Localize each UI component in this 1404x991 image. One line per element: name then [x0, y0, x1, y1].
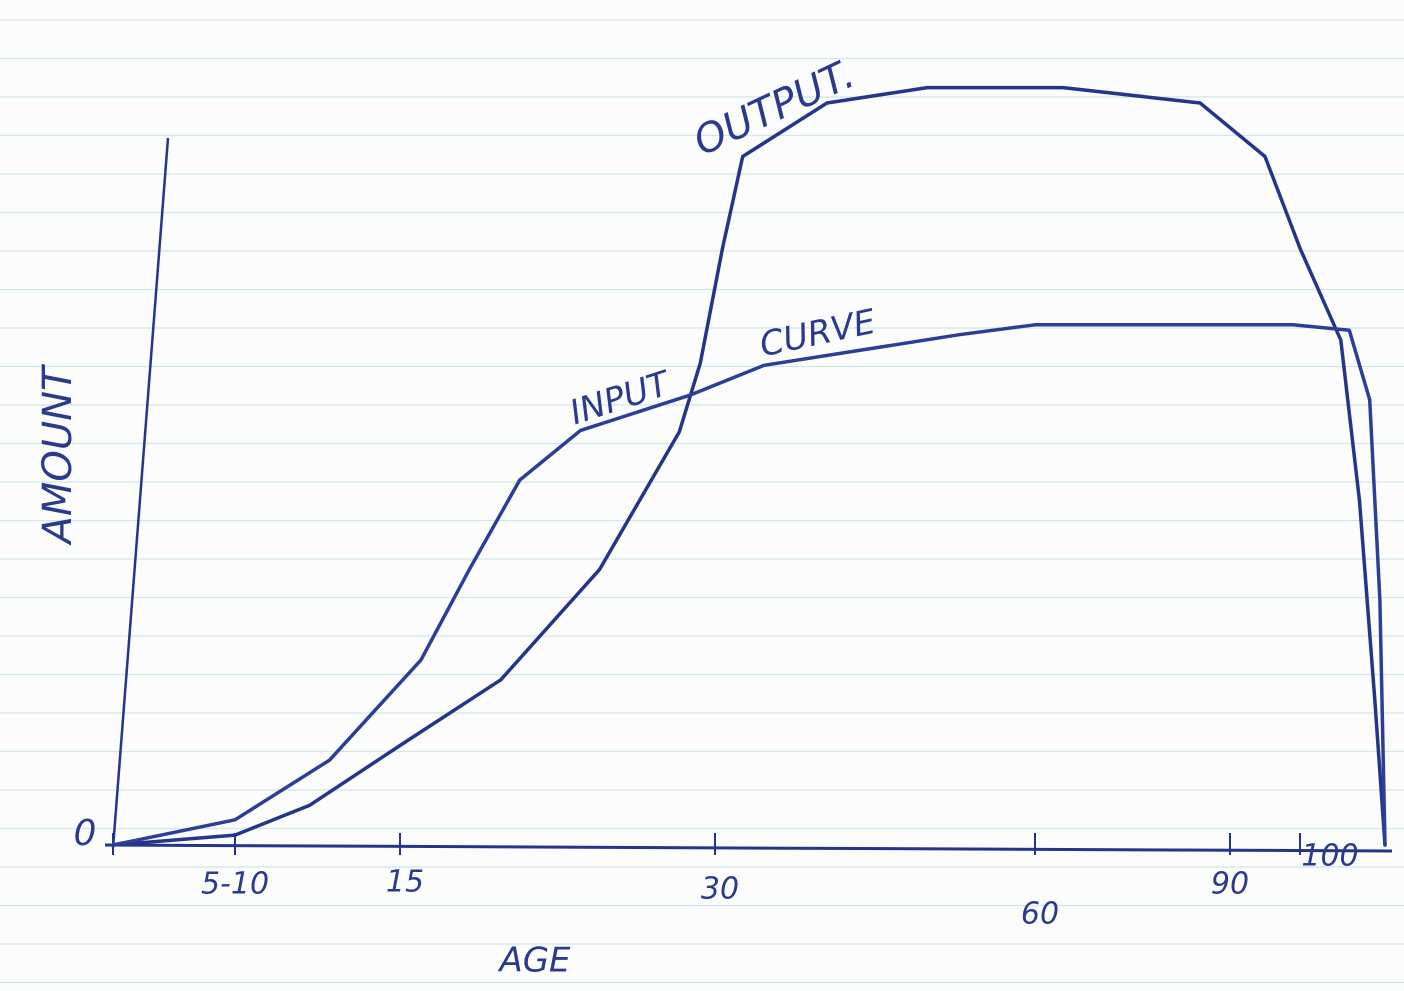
y-axis [111, 137, 170, 849]
series-line [111, 323, 1387, 847]
paper-lines [0, 19, 1404, 984]
x-tick-label: 100 [1301, 839, 1358, 874]
x-axis-label: AGE [497, 941, 571, 981]
x-tick-label: 60 [1021, 897, 1059, 932]
x-tick-label: 5-10 [201, 867, 269, 902]
series-line [111, 85, 1387, 847]
x-axis [104, 843, 1393, 853]
x-tick-label: 0 [74, 813, 97, 854]
x-tick-label: 15 [386, 865, 424, 900]
x-tick-label: 90 [1211, 867, 1249, 902]
y-axis-label: AMOUNT [35, 363, 81, 547]
x-tick-label: 30 [701, 872, 739, 907]
annotation: OUTPUT. [687, 51, 861, 165]
annotation: INPUT [565, 363, 676, 433]
